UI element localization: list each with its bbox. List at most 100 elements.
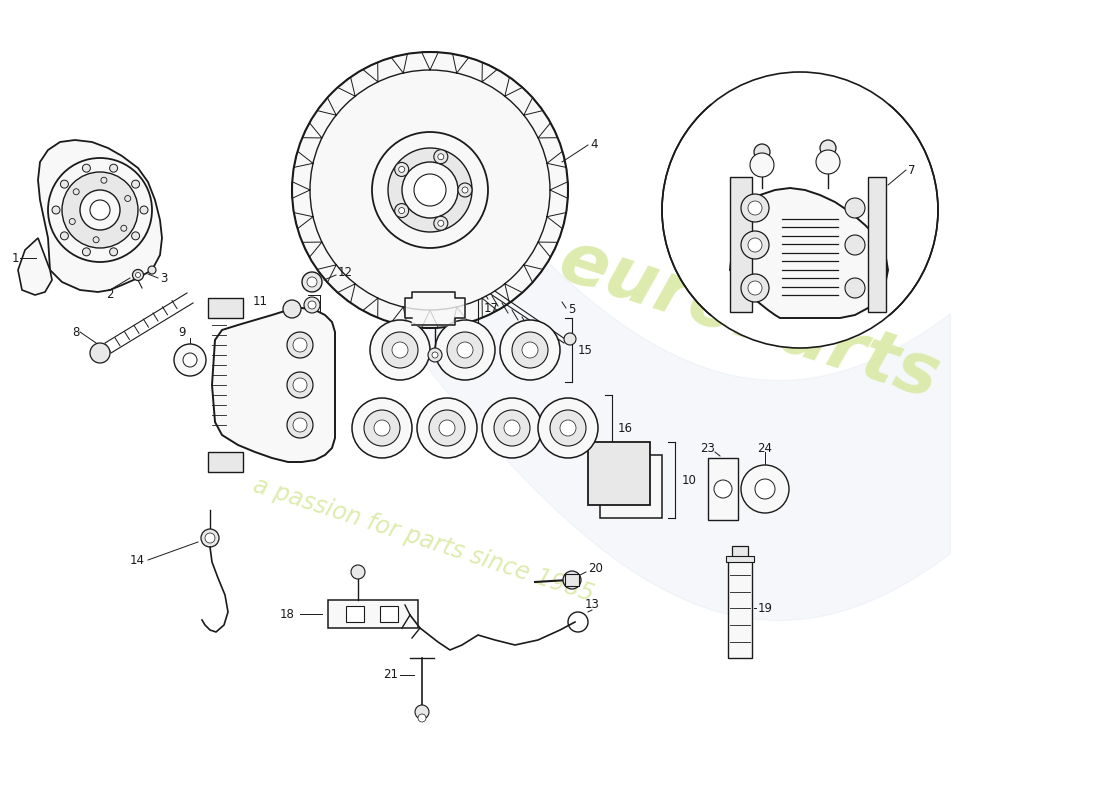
Circle shape (438, 154, 443, 160)
Circle shape (560, 420, 576, 436)
Bar (708, 458, 738, 520)
Text: 13: 13 (584, 598, 600, 611)
Circle shape (845, 235, 865, 255)
Circle shape (69, 218, 75, 225)
Text: 19: 19 (758, 602, 773, 614)
Circle shape (287, 332, 314, 358)
Circle shape (101, 178, 107, 183)
Circle shape (438, 220, 443, 226)
Circle shape (352, 398, 412, 458)
Circle shape (82, 164, 90, 172)
Circle shape (132, 180, 140, 188)
Text: 11: 11 (253, 295, 268, 309)
Circle shape (504, 420, 520, 436)
Circle shape (124, 195, 131, 202)
Circle shape (351, 565, 365, 579)
Text: 9: 9 (178, 326, 186, 338)
Circle shape (74, 189, 79, 194)
Bar (208, 298, 243, 318)
Polygon shape (405, 292, 465, 325)
Bar (208, 452, 243, 472)
Circle shape (395, 203, 409, 218)
Circle shape (90, 343, 110, 363)
Circle shape (512, 332, 548, 368)
Circle shape (94, 237, 99, 242)
Circle shape (110, 164, 118, 172)
Circle shape (293, 338, 307, 352)
Circle shape (201, 529, 219, 547)
Circle shape (433, 150, 448, 164)
Text: euroParts: euroParts (550, 226, 948, 414)
Text: 12: 12 (338, 266, 353, 278)
Bar (379, 606, 398, 622)
Circle shape (748, 201, 762, 215)
Text: 1: 1 (12, 251, 20, 265)
Circle shape (564, 333, 576, 345)
Circle shape (741, 231, 769, 259)
Circle shape (307, 277, 317, 287)
Circle shape (62, 172, 138, 248)
Circle shape (563, 571, 581, 589)
Text: 15: 15 (578, 343, 593, 357)
Bar (730, 177, 752, 312)
Text: 24: 24 (758, 442, 772, 454)
Text: 3: 3 (160, 271, 167, 285)
Text: 10: 10 (682, 474, 697, 486)
Polygon shape (730, 188, 888, 318)
Circle shape (538, 398, 598, 458)
Text: 18: 18 (280, 607, 295, 621)
Circle shape (132, 270, 143, 281)
Circle shape (183, 353, 197, 367)
Circle shape (52, 206, 60, 214)
Text: 7: 7 (908, 163, 915, 177)
Text: a passion for parts since 1985: a passion for parts since 1985 (250, 474, 597, 606)
Circle shape (845, 198, 865, 218)
Circle shape (287, 412, 314, 438)
Circle shape (458, 183, 472, 197)
Circle shape (434, 320, 495, 380)
Circle shape (432, 352, 438, 358)
Circle shape (439, 420, 455, 436)
Bar (728, 560, 752, 658)
Circle shape (714, 480, 732, 498)
Circle shape (310, 70, 550, 310)
Circle shape (428, 348, 442, 362)
Circle shape (429, 410, 465, 446)
Circle shape (174, 344, 206, 376)
Circle shape (395, 162, 409, 177)
Circle shape (392, 342, 408, 358)
Circle shape (374, 420, 390, 436)
Text: 20: 20 (588, 562, 603, 574)
Circle shape (748, 238, 762, 252)
Bar (726, 556, 754, 562)
Circle shape (662, 72, 938, 348)
Circle shape (398, 166, 405, 173)
Text: 17: 17 (484, 302, 499, 315)
Circle shape (741, 194, 769, 222)
Circle shape (845, 278, 865, 298)
Text: 16: 16 (618, 422, 632, 434)
Circle shape (132, 232, 140, 240)
Circle shape (293, 378, 307, 392)
Circle shape (462, 187, 468, 193)
Circle shape (433, 216, 448, 230)
Circle shape (135, 273, 141, 278)
Bar (328, 600, 418, 628)
Text: 2: 2 (107, 289, 113, 302)
Text: 5: 5 (568, 303, 575, 317)
Circle shape (522, 342, 538, 358)
Circle shape (304, 297, 320, 313)
Circle shape (148, 266, 156, 274)
Circle shape (748, 281, 762, 295)
Circle shape (82, 248, 90, 256)
Circle shape (292, 52, 568, 328)
Circle shape (741, 274, 769, 302)
Circle shape (121, 226, 126, 231)
Polygon shape (18, 238, 52, 295)
Polygon shape (212, 308, 336, 462)
Circle shape (80, 190, 120, 230)
Circle shape (48, 158, 152, 262)
Circle shape (60, 232, 68, 240)
Bar (565, 574, 579, 586)
Circle shape (482, 398, 542, 458)
